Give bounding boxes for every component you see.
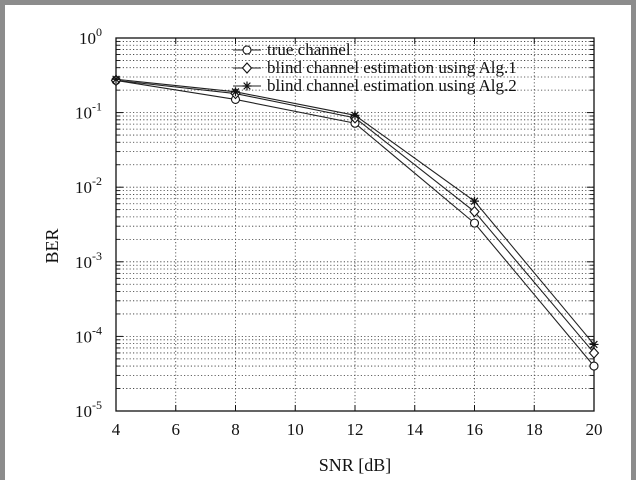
- data-point-series-1: [469, 218, 480, 228]
- y-tick-label: 10-5: [75, 398, 102, 421]
- x-tick-label: 18: [526, 420, 543, 439]
- x-tick-label: 6: [172, 420, 181, 439]
- x-tick-label: 4: [112, 420, 121, 439]
- x-tick-label: 20: [586, 420, 603, 439]
- axes: 4 6 8 10 12 14 16 18 20 100 10-1 10-2 10-3 10-4 10-5: [75, 25, 603, 439]
- data-point-series-3: [350, 110, 360, 120]
- data-point-series-2: [588, 347, 600, 359]
- x-tick-label: 16: [466, 420, 483, 439]
- legend-marker-3: [242, 81, 252, 91]
- x-tick-label: 8: [231, 420, 240, 439]
- data-point-series-3: [111, 74, 121, 84]
- series: [110, 74, 600, 371]
- x-tick-label: 14: [406, 420, 424, 439]
- y-tick-label: 10-4: [75, 323, 102, 346]
- legend-label-3: blind channel estimation using Alg.2: [267, 76, 517, 95]
- x-tick-label: 12: [347, 420, 364, 439]
- data-point-series-3: [589, 339, 599, 349]
- legend-marker-2: [241, 62, 253, 74]
- y-tick-label: 10-2: [75, 174, 102, 197]
- data-point-series-2: [469, 205, 480, 218]
- y-axis-title: BER: [42, 228, 62, 263]
- data-point-series-3: [231, 87, 240, 97]
- y-tick-label: 10-1: [75, 100, 102, 123]
- x-tick-label: 10: [287, 420, 304, 439]
- legend-label-1: true channel: [267, 40, 351, 59]
- data-point-series-1: [589, 361, 599, 371]
- x-axis-title: SNR [dB]: [319, 455, 392, 475]
- data-point-series-3: [470, 196, 479, 206]
- y-tick-label: 100: [79, 25, 102, 48]
- y-tick-label: 10-3: [75, 249, 102, 272]
- legend-label-2: blind channel estimation using Alg.1: [267, 58, 517, 77]
- legend-marker-1: [242, 45, 252, 55]
- grid: [116, 38, 594, 411]
